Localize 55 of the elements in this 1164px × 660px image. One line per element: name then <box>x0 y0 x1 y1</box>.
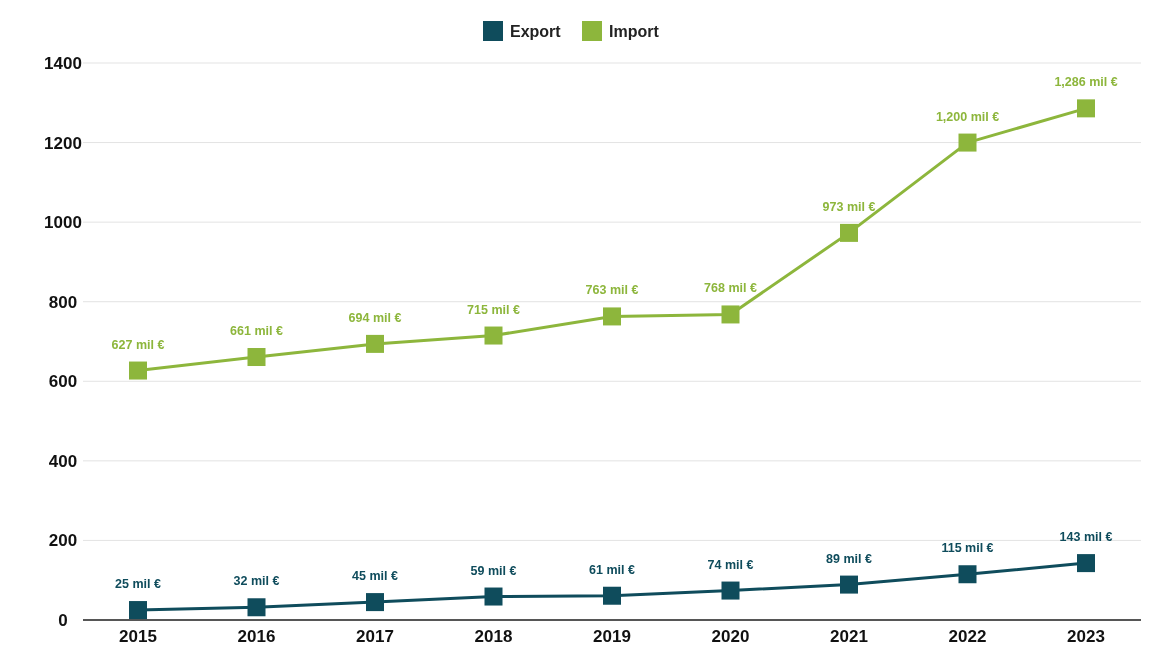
data-label: 45 mil € <box>352 569 398 584</box>
y-tick-label: 0 <box>58 611 68 630</box>
point <box>484 326 503 345</box>
point <box>247 598 266 617</box>
x-tick-label: 2021 <box>830 627 868 646</box>
point <box>958 565 977 584</box>
x-tick-label: 2018 <box>474 627 513 646</box>
point <box>958 133 977 152</box>
legend-label: Export <box>510 23 562 40</box>
data-label: 1,286 mil € <box>1054 75 1118 90</box>
point <box>129 361 147 380</box>
point <box>840 575 858 594</box>
data-label: 715 mil € <box>467 302 520 317</box>
point <box>721 305 740 324</box>
point <box>366 334 384 353</box>
x-tick-label: 2017 <box>356 627 394 646</box>
data-label: 115 mil € <box>941 541 994 556</box>
point <box>366 593 384 612</box>
y-tick-label: 600 <box>48 372 78 392</box>
data-label: 59 mil € <box>470 563 517 578</box>
legend-label: Import <box>609 23 660 40</box>
point <box>603 586 621 605</box>
point <box>484 587 503 606</box>
data-label: 143 mil € <box>1059 530 1113 545</box>
point <box>1077 99 1095 118</box>
data-label: 1,200 mil € <box>935 109 1000 124</box>
y-tick-label: 1000 <box>44 213 82 233</box>
y-tick-label: 200 <box>48 531 78 551</box>
point <box>129 601 147 620</box>
x-tick-label: 2020 <box>711 627 750 646</box>
data-label: 661 mil € <box>230 324 283 339</box>
point <box>1077 554 1095 573</box>
data-label: 25 mil € <box>115 577 161 592</box>
data-label: 973 mil € <box>822 199 876 214</box>
data-label: 763 mil € <box>585 283 639 298</box>
data-label: 61 mil € <box>589 562 635 577</box>
x-tick-label: 2022 <box>948 627 987 646</box>
point <box>721 581 740 600</box>
y-tick-label: 400 <box>48 451 78 471</box>
data-label: 694 mil € <box>348 310 402 325</box>
y-tick-label: 1400 <box>44 54 82 73</box>
data-label: 74 mil € <box>707 557 754 572</box>
point <box>247 348 266 367</box>
x-tick-label: 2015 <box>119 627 157 646</box>
x-tick-label: 2023 <box>1067 627 1105 646</box>
data-label: 627 mil € <box>111 337 165 352</box>
data-label: 768 mil € <box>704 281 757 296</box>
x-tick-label: 2016 <box>237 627 276 646</box>
data-label: 32 mil € <box>233 574 280 589</box>
y-tick-label: 1200 <box>44 133 82 153</box>
y-tick-label: 800 <box>48 292 78 312</box>
point <box>840 223 858 242</box>
data-label: 89 mil € <box>826 551 872 566</box>
point <box>603 307 621 326</box>
x-tick-label: 2019 <box>593 627 631 646</box>
